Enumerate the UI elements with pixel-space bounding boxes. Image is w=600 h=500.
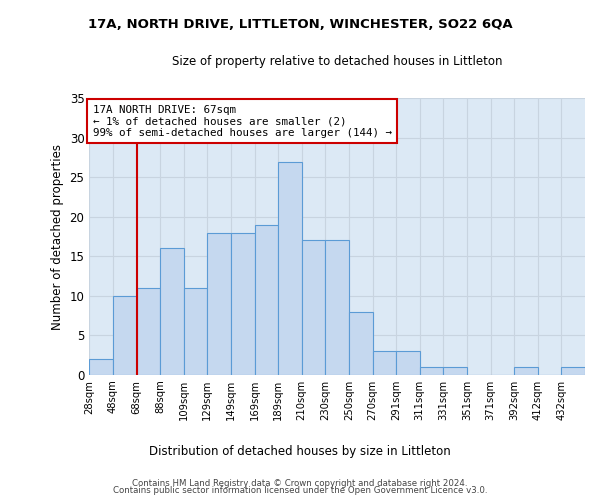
Bar <box>184 288 208 375</box>
Bar <box>396 351 420 375</box>
Bar <box>254 224 278 375</box>
Bar <box>562 367 585 375</box>
Bar <box>113 296 137 375</box>
Text: Contains HM Land Registry data © Crown copyright and database right 2024.: Contains HM Land Registry data © Crown c… <box>132 478 468 488</box>
Title: Size of property relative to detached houses in Littleton: Size of property relative to detached ho… <box>172 55 502 68</box>
Y-axis label: Number of detached properties: Number of detached properties <box>51 144 64 330</box>
Bar <box>420 367 443 375</box>
Bar <box>443 367 467 375</box>
Bar <box>349 312 373 375</box>
Text: 17A, NORTH DRIVE, LITTLETON, WINCHESTER, SO22 6QA: 17A, NORTH DRIVE, LITTLETON, WINCHESTER,… <box>88 18 512 30</box>
Bar <box>137 288 160 375</box>
Bar <box>160 248 184 375</box>
Bar <box>514 367 538 375</box>
Bar <box>231 232 254 375</box>
Bar <box>278 162 302 375</box>
Text: Distribution of detached houses by size in Littleton: Distribution of detached houses by size … <box>149 444 451 458</box>
Bar <box>89 359 113 375</box>
Bar <box>325 240 349 375</box>
Bar <box>373 351 396 375</box>
Bar <box>302 240 325 375</box>
Bar <box>208 232 231 375</box>
Text: Contains public sector information licensed under the Open Government Licence v3: Contains public sector information licen… <box>113 486 487 495</box>
Text: 17A NORTH DRIVE: 67sqm
← 1% of detached houses are smaller (2)
99% of semi-detac: 17A NORTH DRIVE: 67sqm ← 1% of detached … <box>93 104 392 138</box>
